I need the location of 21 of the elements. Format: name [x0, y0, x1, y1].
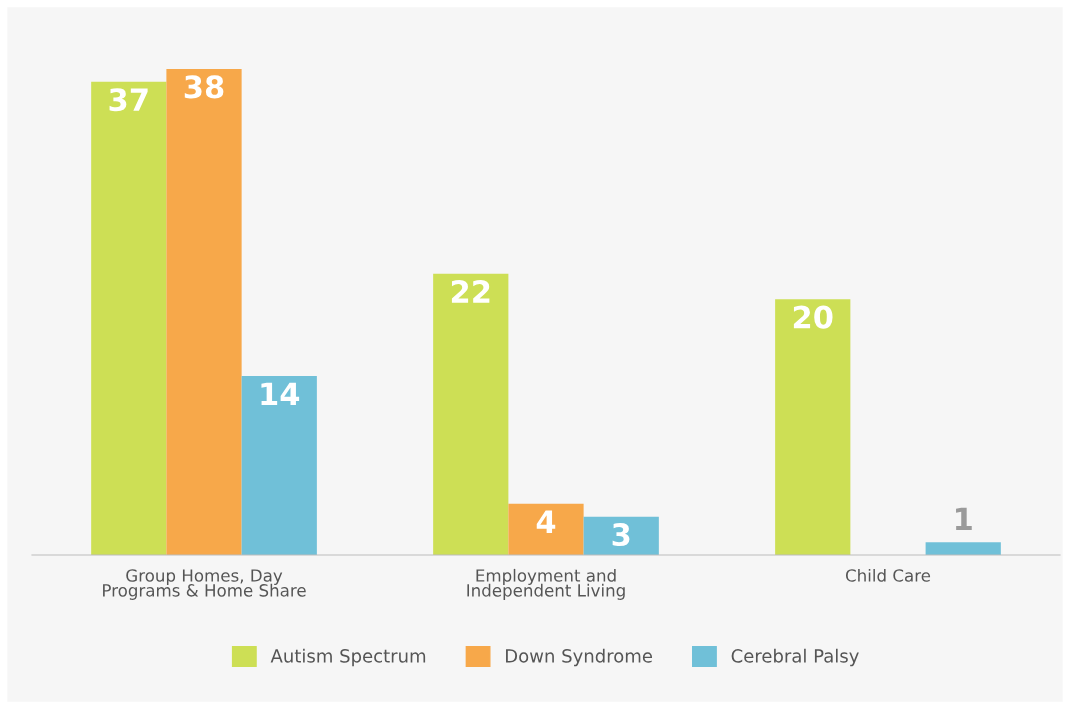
- bar: [433, 273, 509, 555]
- bar: [775, 299, 851, 555]
- bar: [925, 542, 1001, 555]
- data-label: 20: [793, 305, 833, 329]
- data-label: 1: [956, 507, 972, 531]
- x-tick-label: Employment and Independent Living: [467, 568, 625, 600]
- legend-label: Autism Spectrum: [270, 648, 426, 667]
- data-label: 14: [261, 382, 300, 405]
- legend-label: Cerebral Palsy: [731, 648, 859, 667]
- data-label: 4: [536, 510, 556, 533]
- bar: [241, 375, 317, 555]
- bar: [166, 69, 242, 555]
- legend-label: Down Syndrome: [506, 648, 653, 667]
- x-tick-label: Child Care: [845, 568, 931, 582]
- data-label: 3: [612, 523, 630, 547]
- data-label: 37: [109, 88, 148, 112]
- bar: [508, 503, 584, 555]
- bar: [91, 81, 167, 555]
- x-tick-label: Group Homes, Day Programs & Home Share: [103, 569, 306, 600]
- data-label: 22: [451, 280, 490, 303]
- data-label: 38: [184, 75, 224, 99]
